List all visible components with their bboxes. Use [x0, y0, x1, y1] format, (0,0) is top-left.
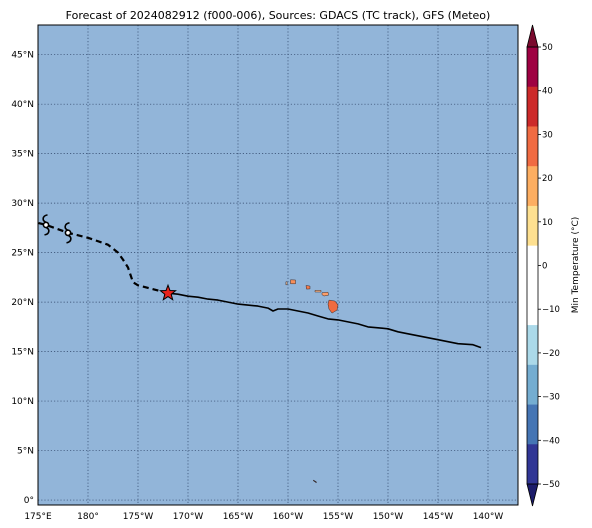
- colorbar-tick-label: −30: [542, 393, 560, 403]
- colorbar-tick-label: −40: [542, 436, 560, 446]
- lon-tick-label: 160°W: [273, 512, 304, 522]
- land-areas: [285, 279, 339, 484]
- colorbar-segment: [527, 404, 538, 445]
- lat-tick-label: 40°N: [11, 100, 34, 110]
- colorbar-under-extension: [526, 483, 539, 507]
- island-hawaii: [327, 299, 339, 314]
- lat-tick-label: 5°N: [17, 447, 34, 457]
- colorbar-segment: [527, 166, 538, 207]
- lat-tick-label: 20°N: [11, 298, 34, 308]
- island-maui: [321, 291, 329, 297]
- island-oahu: [305, 285, 311, 290]
- colorbar-segment: [527, 47, 538, 88]
- lon-tick-label: 175°E: [24, 512, 52, 522]
- colorbar-label: Min Temperature (°C): [571, 217, 581, 314]
- colorbar-over-extension: [526, 24, 539, 48]
- lon-tick-label: 145°W: [423, 512, 454, 522]
- ocean-background: [38, 25, 518, 505]
- longitude-tick-labels: 175°E 180° 175°W 170°W 165°W 160°W 155°W 150°W 1…: [24, 512, 503, 522]
- lon-tick-label: 150°W: [373, 512, 404, 522]
- island-kauai: [290, 279, 296, 285]
- colorbar-tick-label: 30: [542, 130, 553, 140]
- colorbar-segment: [527, 245, 538, 286]
- cyclone-symbol-icon: [42, 214, 50, 236]
- lat-tick-label: 10°N: [11, 397, 34, 407]
- lat-tick-label: 0°: [24, 496, 34, 506]
- lat-tick-label: 25°N: [11, 249, 34, 259]
- colorbar-tick-label: −20: [542, 349, 560, 359]
- cyclone-track: [37, 214, 482, 349]
- island-johnston: [313, 479, 317, 484]
- lon-tick-label: 180°: [77, 512, 99, 522]
- colorbar-tick-label: 20: [542, 174, 553, 184]
- island-molokai: [314, 290, 322, 293]
- lon-tick-label: 175°W: [123, 512, 154, 522]
- colorbar-tick-label: 10: [542, 218, 553, 228]
- colorbar-segment: [527, 444, 538, 485]
- lat-tick-label: 45°N: [11, 51, 34, 61]
- map-panel: 0° 5°N 10°N 15°N 20°N 25°N 30°N 35°N 40°N 45°N 17…: [11, 24, 519, 522]
- lat-tick-label: 30°N: [11, 199, 34, 209]
- colorbar-segment: [527, 325, 538, 366]
- colorbar-segment: [527, 126, 538, 167]
- colorbar-tick-label: −10: [542, 305, 560, 315]
- lat-tick-label: 15°N: [11, 348, 34, 358]
- latitude-tick-labels: 0° 5°N 10°N 15°N 20°N 25°N 30°N 35°N 40°N 45°N: [11, 51, 34, 506]
- colorbar-segment: [527, 205, 538, 247]
- colorbar-segment: [527, 364, 538, 405]
- colorbar: 50 40 30 20 10 0 −10 −20 −30 −40 −50: [526, 24, 560, 507]
- colorbar-tick-label: 50: [542, 43, 553, 53]
- lat-tick-label: 35°N: [11, 150, 34, 160]
- figure-title: Forecast of 2024082912 (f000-006), Sourc…: [66, 9, 491, 22]
- map-frame: [37, 24, 519, 506]
- lon-tick-label: 140°W: [473, 512, 504, 522]
- lon-tick-label: 165°W: [223, 512, 254, 522]
- cyclone-symbol-icon: [64, 222, 72, 244]
- lon-tick-label: 155°W: [323, 512, 354, 522]
- colorbar-tick-label: 0: [542, 262, 547, 272]
- lon-tick-label: 170°W: [173, 512, 204, 522]
- colorbar-segment: [527, 285, 538, 326]
- colorbar-segment: [527, 86, 538, 127]
- current-position-star-icon: [159, 283, 177, 301]
- colorbar-tick-label: 40: [542, 87, 553, 97]
- observed-track-line: [167, 292, 482, 349]
- colorbar-tick-label: −50: [542, 480, 560, 490]
- island-niihau: [285, 281, 288, 286]
